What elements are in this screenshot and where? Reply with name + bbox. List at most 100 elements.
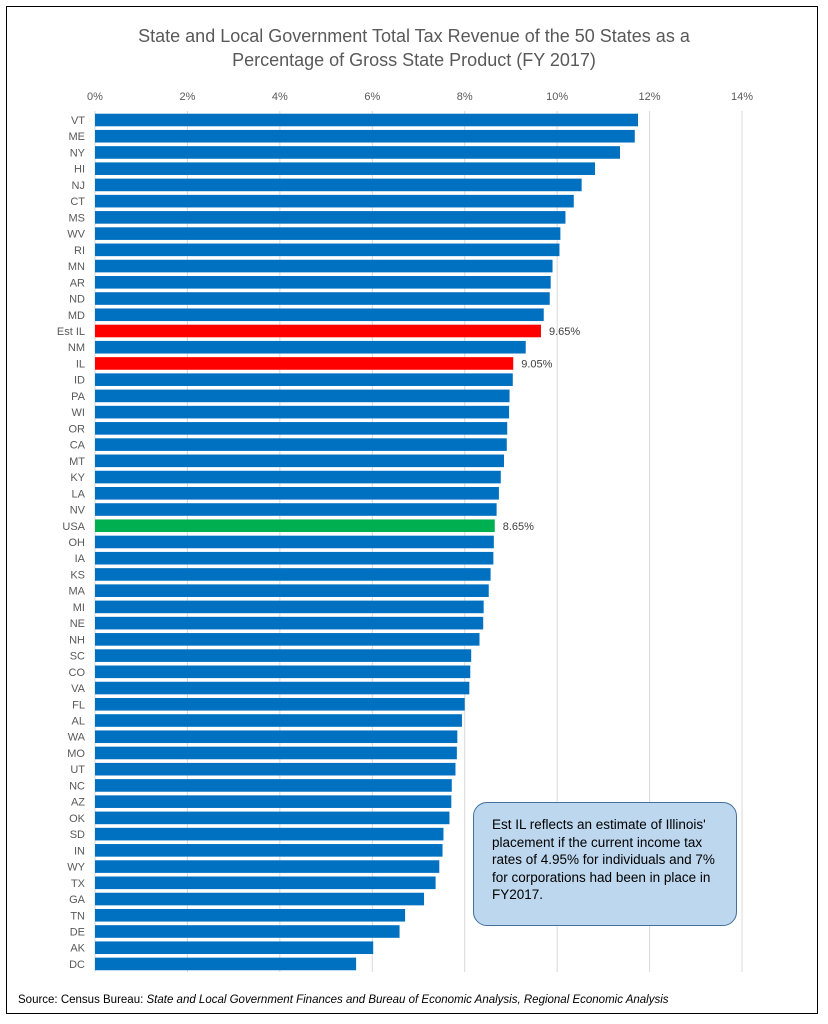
bar-ar [95,276,551,289]
category-label-de: DE [70,927,85,939]
bar-md [95,308,544,322]
bar-hi [95,162,596,175]
category-label-est-il: Est IL [57,326,85,338]
category-label-hi: HI [74,164,85,176]
category-label-mt: MT [69,456,85,468]
chart-title-line-1: State and Local Government Total Tax Rev… [138,26,690,46]
category-label-ca: CA [70,440,86,452]
bar-va [95,681,470,695]
x-tick-label-10: 10% [546,91,568,103]
bar-id [95,373,513,386]
bar-az [95,795,452,808]
bar-nm [95,340,526,354]
x-tick-label-12: 12% [639,91,661,103]
category-label-ks: KS [70,569,85,581]
category-label-ky: KY [70,472,85,484]
bar-ny [95,146,620,159]
category-label-wy: WY [67,862,85,874]
bar-ma [95,584,489,597]
category-label-dc: DC [69,959,85,971]
category-label-mn: MN [68,261,85,273]
bar-vt [95,113,639,127]
category-label-ar: AR [70,277,85,289]
category-label-ut: UT [70,764,85,776]
bar-pa [95,389,510,403]
bar-ut [95,762,456,776]
category-label-ne: NE [70,618,85,630]
category-label-ga: GA [69,894,86,906]
bar-il [95,357,514,370]
bar-in [95,844,443,857]
category-label-mo: MO [67,748,85,760]
category-labels: VT ME NY HI NJ CT MS WV RI MN AR ND MD Est IL NM IL ID PA… [57,115,86,971]
data-label-usa: 8.65% [503,521,534,533]
bar-ne [95,616,484,630]
category-label-vt: VT [71,115,85,127]
data-labels: 9.65% 9.05% 8.65% [503,326,581,533]
bar-fl [95,697,465,711]
category-label-ia: IA [75,553,86,565]
bar-nd [95,292,550,305]
bar-nv [95,503,497,516]
bar-sc [95,649,472,662]
category-label-or: OR [69,423,86,435]
annotation-text: Est IL reflects an estimate of Illinois'… [492,817,715,902]
category-label-nm: NM [68,342,85,354]
annotation-callout: Est IL reflects an estimate of Illinois'… [473,802,737,926]
bar-de [95,925,400,938]
bar-mt [95,454,504,468]
category-label-il: IL [76,358,85,370]
x-tick-label-8: 8% [457,91,473,103]
bar-wv [95,227,561,240]
category-label-fl: FL [72,699,85,711]
bar-nh [95,633,480,646]
category-label-nj: NJ [72,180,85,192]
bars [95,113,639,971]
bar-ks [95,568,491,581]
bar-mn [95,259,553,273]
source-prefix: Source: Census Bureau: [18,994,147,1006]
bar-ct [95,194,574,208]
category-label-id: ID [74,375,85,387]
category-label-wi: WI [72,407,85,419]
bar-ok [95,811,450,825]
category-label-tn: TN [70,910,85,922]
category-label-ri: RI [74,245,85,257]
bar-tx [95,876,436,890]
category-label-nv: NV [70,505,86,517]
category-label-me: ME [69,131,86,143]
x-tick-label-2: 2% [179,91,195,103]
category-label-nh: NH [69,634,85,646]
bar-mi [95,600,484,614]
category-label-oh: OH [69,537,86,549]
x-tick-label-4: 4% [272,91,288,103]
bar-wy [95,860,440,873]
bar-usa [95,519,495,533]
bar-wi [95,405,510,419]
source-italic: State and Local Government Finances and … [146,994,669,1006]
bar-ca [95,438,507,451]
bar-ak [95,941,374,955]
data-label-il: 9.05% [521,358,552,370]
bar-nj [95,178,582,192]
bar-ia [95,551,494,565]
chart-title-line-2: Percentage of Gross State Product (FY 20… [232,50,596,70]
category-label-mi: MI [73,602,85,614]
bar-sd [95,827,444,841]
category-label-tx: TX [71,878,86,890]
category-label-ma: MA [69,586,86,598]
bar-al [95,714,462,727]
source-note: Source: Census Bureau: State and Local G… [18,994,669,1006]
bar-ga [95,892,425,906]
bar-est-il [95,324,541,338]
category-label-pa: PA [71,391,86,403]
bar-oh [95,535,494,549]
bar-ky [95,470,501,484]
category-label-nd: ND [69,294,85,306]
category-label-co: CO [69,667,86,679]
category-label-md: MD [68,310,85,322]
x-tick-label-6: 6% [364,91,380,103]
chart-title: State and Local Government Total Tax Rev… [0,24,828,72]
bar-or [95,422,508,435]
